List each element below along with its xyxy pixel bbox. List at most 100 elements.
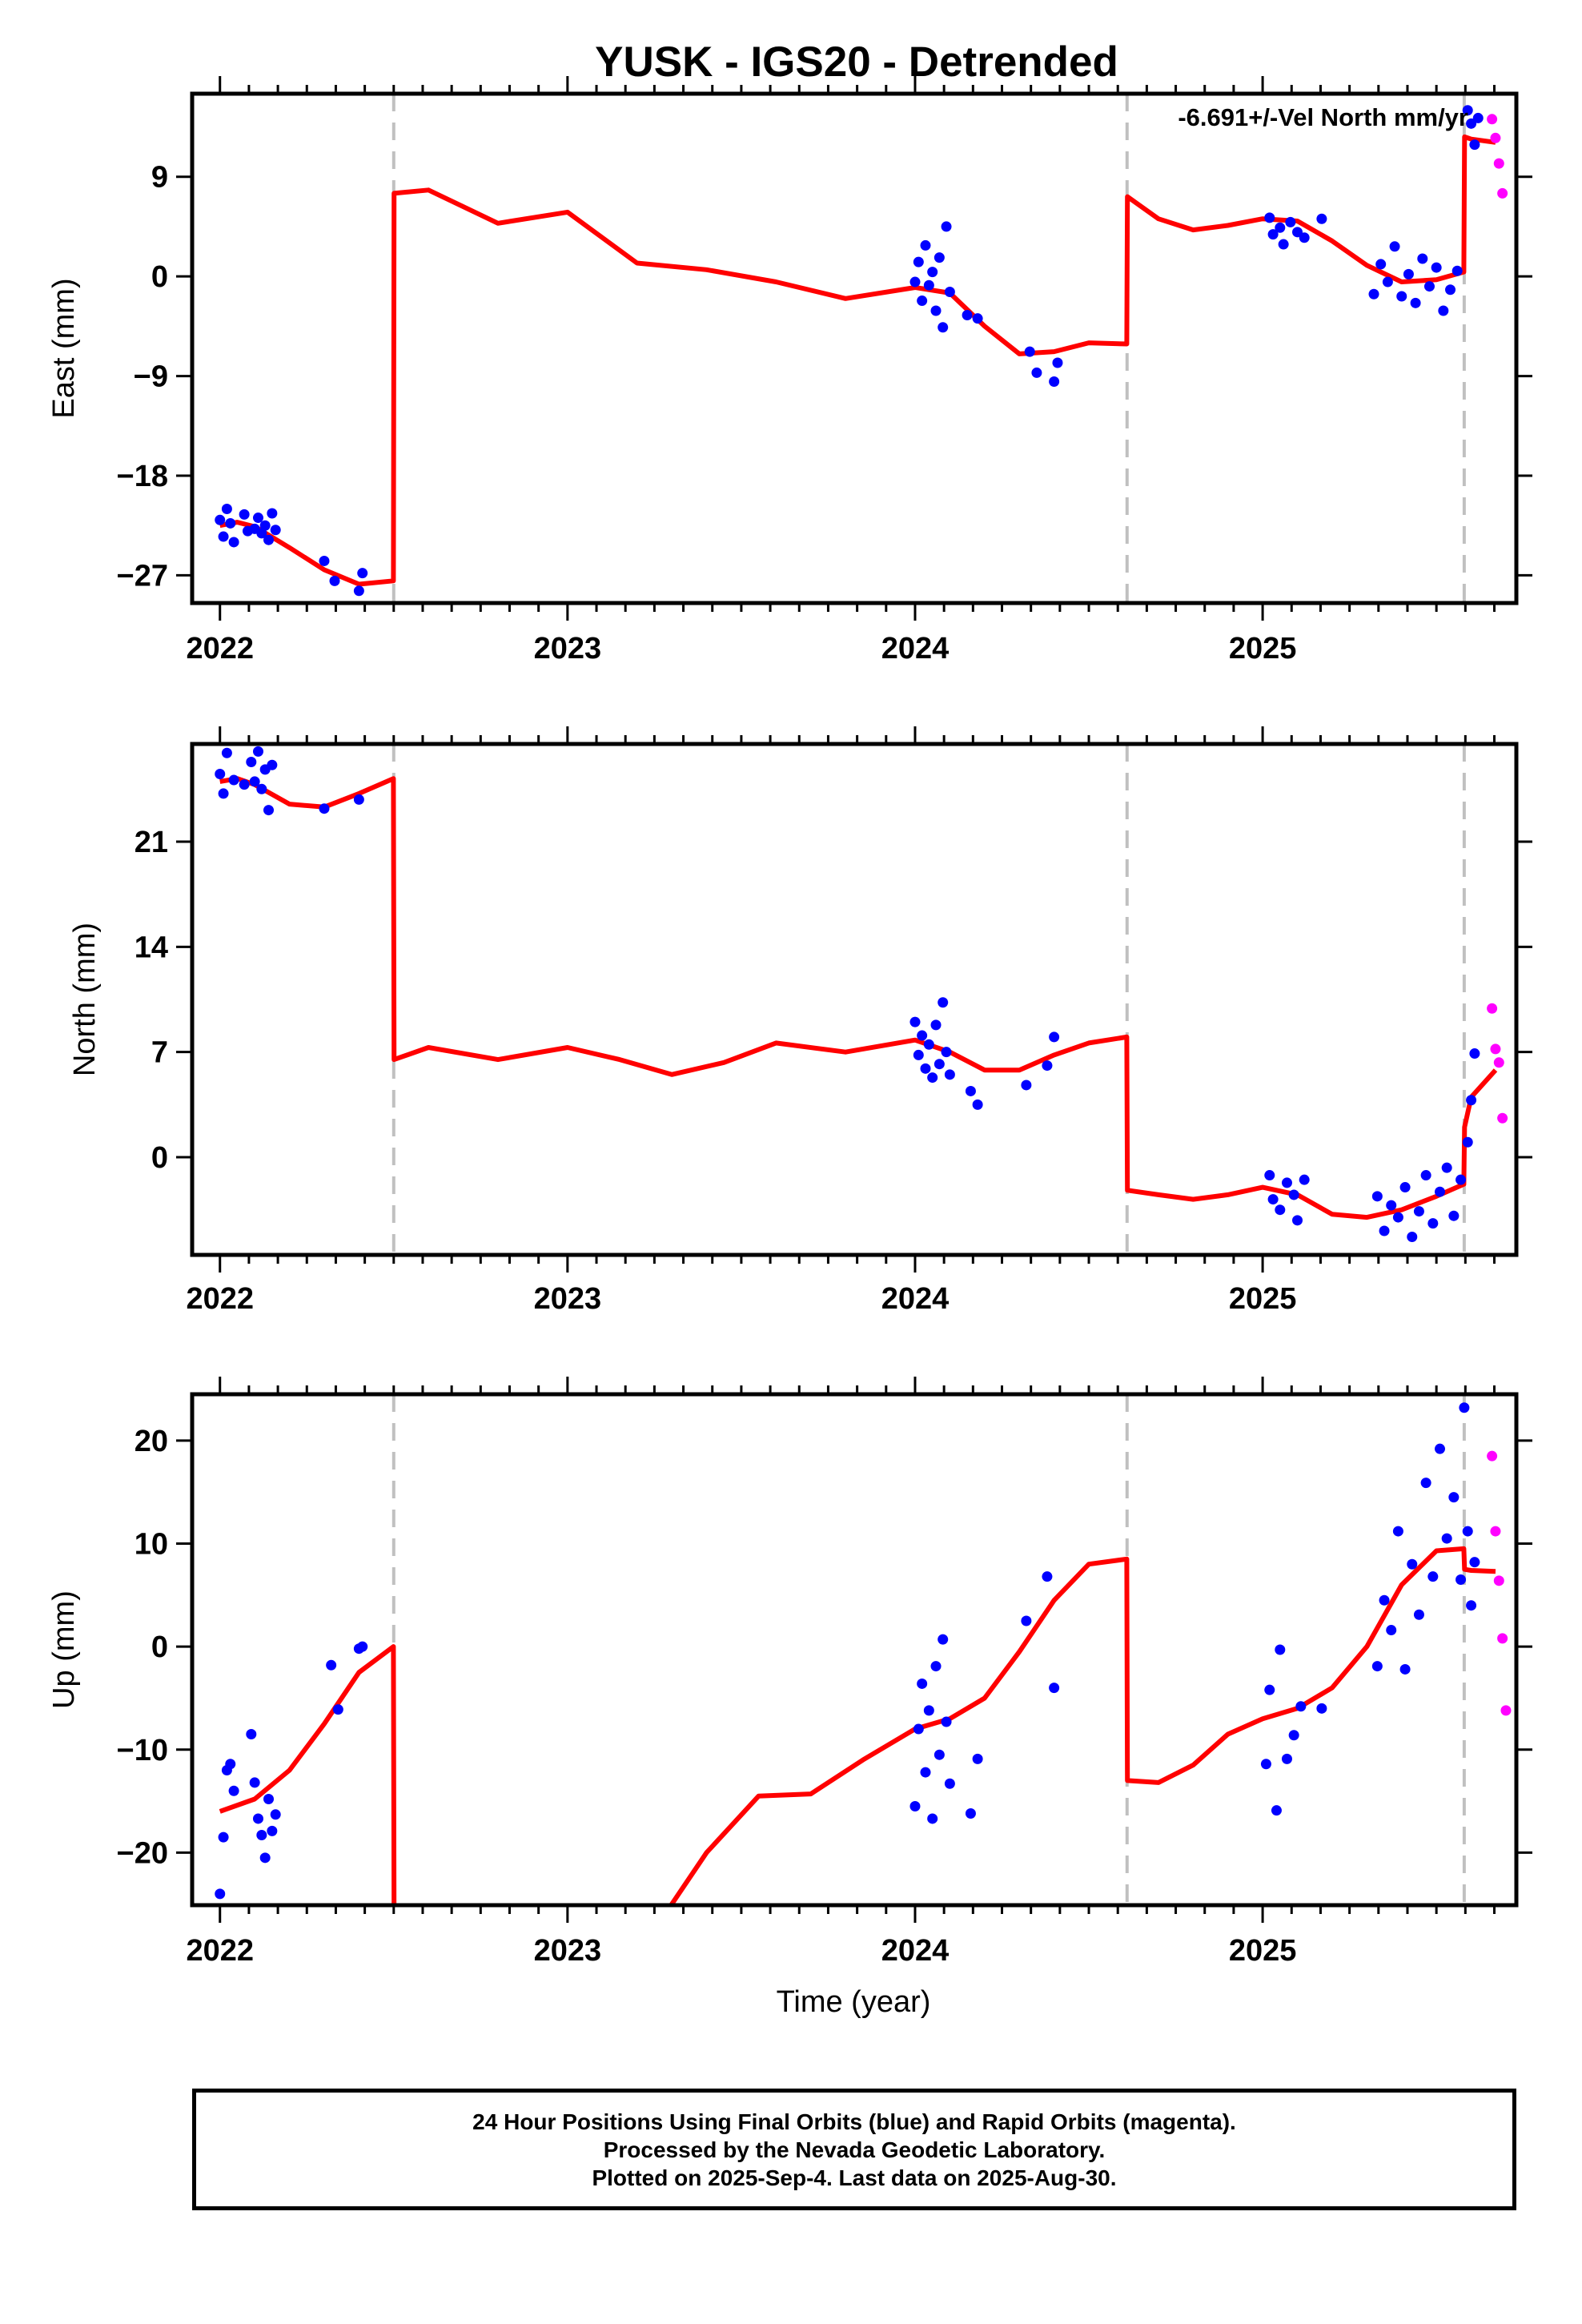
final-orbit-point <box>1466 1600 1477 1611</box>
final-orbit-point <box>221 503 232 514</box>
y-tick-label: 20 <box>135 1425 168 1458</box>
final-orbit-point <box>1403 268 1414 279</box>
final-orbit-point <box>1049 1683 1060 1694</box>
final-orbit-point <box>1375 259 1387 270</box>
final-orbit-point <box>923 279 934 291</box>
final-orbit-point <box>1389 241 1400 252</box>
x-tick-label: 2022 <box>186 1282 254 1316</box>
final-orbit-point <box>267 508 278 519</box>
final-orbit-point <box>215 769 226 780</box>
rapid-orbit-point <box>1497 1112 1508 1124</box>
final-orbit-point <box>1371 1661 1383 1672</box>
final-orbit-point <box>927 267 938 278</box>
final-orbit-point <box>927 1072 938 1084</box>
final-orbit-point <box>252 513 263 524</box>
final-orbit-point <box>1434 1443 1445 1454</box>
figure-title: YUSK - IGS20 - Detrended <box>595 38 1118 86</box>
footer-line-2: Processed by the Nevada Geodetic Laborat… <box>603 2137 1106 2162</box>
final-orbit-point <box>1049 376 1060 387</box>
y-tick-label: −10 <box>117 1734 168 1767</box>
plot-frame <box>190 1392 1519 1908</box>
final-orbit-point <box>934 1059 945 1070</box>
final-orbit-point <box>1275 1204 1286 1216</box>
final-orbit-point <box>1264 1170 1275 1181</box>
final-orbit-point <box>1292 1215 1303 1226</box>
final-orbit-point <box>917 1678 928 1689</box>
final-orbit-point <box>1379 1594 1390 1606</box>
final-orbit-point <box>944 286 955 297</box>
final-orbit-point <box>1459 1402 1470 1413</box>
rapid-orbit-point <box>1497 1633 1508 1644</box>
final-orbit-point <box>218 531 229 542</box>
final-orbit-point <box>1264 1684 1275 1695</box>
final-orbit-point <box>930 1661 942 1672</box>
final-orbit-point <box>1427 1218 1439 1229</box>
final-orbit-point <box>927 1813 938 1824</box>
final-orbit-point <box>1379 1225 1390 1236</box>
final-orbit-point <box>228 774 239 786</box>
final-orbit-point <box>1299 1174 1310 1185</box>
final-orbit-point <box>1407 1558 1418 1570</box>
final-orbit-point <box>1281 1753 1292 1764</box>
final-orbit-point <box>1275 1644 1286 1655</box>
final-orbit-point <box>1407 1231 1418 1242</box>
final-orbit-point <box>938 322 949 333</box>
final-orbit-point <box>1260 1759 1271 1770</box>
final-orbit-point <box>267 1825 278 1836</box>
x-tick-label: 2024 <box>881 632 950 665</box>
final-orbit-point <box>934 252 945 263</box>
final-orbit-point <box>1275 222 1286 233</box>
final-orbit-point <box>1466 1095 1477 1106</box>
final-orbit-point <box>1472 112 1484 123</box>
final-orbit-point <box>1445 284 1456 296</box>
final-orbit-point <box>917 1030 928 1041</box>
final-orbit-point <box>962 310 973 321</box>
final-orbit-point <box>1288 1189 1299 1200</box>
final-orbit-point <box>1441 1162 1452 1173</box>
y-tick-label: −20 <box>117 1836 168 1870</box>
footer-line-3: Plotted on 2025-Sep-4. Last data on 2025… <box>592 2165 1117 2190</box>
final-orbit-point <box>909 276 921 287</box>
final-orbit-point <box>1264 212 1275 223</box>
final-orbit-point <box>357 568 368 579</box>
final-orbit-point <box>1396 291 1407 302</box>
final-orbit-point <box>353 585 364 597</box>
final-orbit-point <box>1292 227 1303 238</box>
final-orbit-point <box>249 1777 260 1788</box>
final-orbit-point <box>972 1099 983 1110</box>
final-orbit-point <box>1420 1478 1431 1489</box>
final-orbit-point <box>941 221 952 232</box>
model-curve <box>219 1546 1496 1905</box>
y-axis-label: North (mm) <box>68 923 102 1076</box>
final-orbit-point <box>1413 1206 1424 1217</box>
final-orbit-point <box>965 1085 976 1096</box>
y-tick-label: 0 <box>151 1141 168 1175</box>
y-axis-label: Up (mm) <box>47 1590 81 1709</box>
rapid-orbit-point <box>1487 1450 1498 1462</box>
final-orbit-point <box>1316 213 1327 224</box>
east-panel: 2022 2023 2024 2025 −27 −18 −9 0 9 East (mm) -6.69… <box>47 76 1532 665</box>
final-orbit-point <box>1281 1177 1292 1188</box>
final-orbit-point <box>1021 1615 1032 1626</box>
final-orbit-point <box>1371 1191 1383 1202</box>
x-tick-label: 2025 <box>1229 632 1297 665</box>
final-orbit-point <box>1386 1200 1397 1211</box>
x-tick-label: 2024 <box>881 1934 950 1968</box>
x-tick-label: 2022 <box>186 632 254 665</box>
final-orbit-point <box>1466 118 1477 129</box>
final-orbit-point <box>944 1069 955 1080</box>
final-orbit-point <box>228 1785 239 1796</box>
plot-frame <box>190 742 1519 1257</box>
final-orbit-point <box>270 1809 281 1820</box>
x-axis-label: Time (year) <box>777 1985 931 2019</box>
final-orbit-point <box>1042 1571 1053 1582</box>
final-orbit-point <box>249 776 260 787</box>
final-orbit-point <box>252 746 263 757</box>
final-orbit-point <box>1417 253 1428 264</box>
final-orbit-point <box>1462 1526 1473 1537</box>
final-orbit-point <box>917 296 928 307</box>
final-orbit-point <box>256 783 267 794</box>
final-orbit-point <box>1368 288 1379 300</box>
final-orbit-point <box>218 788 229 799</box>
